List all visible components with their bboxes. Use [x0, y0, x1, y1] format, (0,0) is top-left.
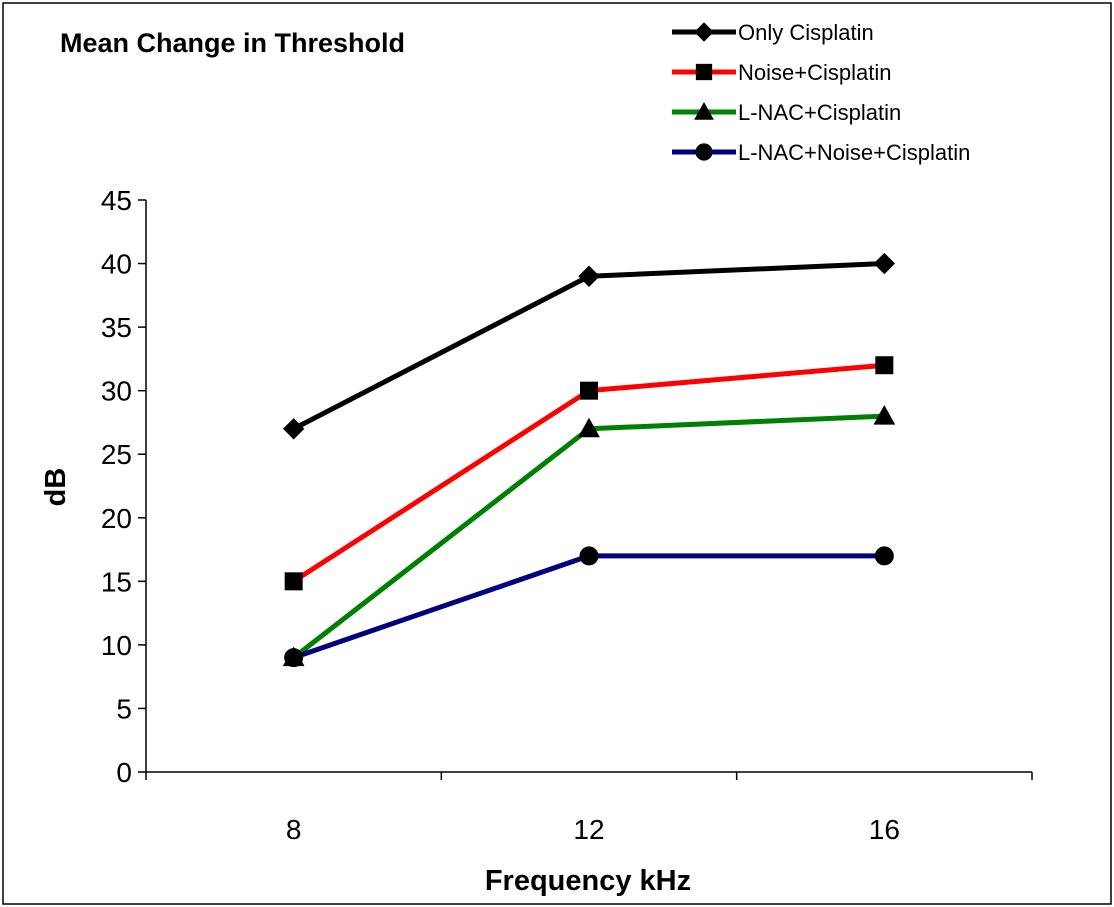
y-tick-label: 20: [101, 503, 132, 534]
data-point: [873, 405, 896, 425]
data-point: [580, 381, 598, 400]
data-point: [874, 546, 894, 566]
data-point: [578, 265, 600, 287]
y-tick-label: 40: [101, 249, 132, 280]
data-point: [284, 648, 304, 668]
legend-label: Only Cisplatin: [738, 20, 874, 45]
plot-series: [282, 252, 896, 668]
y-tick-label: 30: [101, 376, 132, 407]
data-point: [579, 546, 599, 566]
legend-marker: [694, 22, 714, 42]
legend-label: L-NAC+Noise+Cisplatin: [738, 140, 970, 165]
legend-item: L-NAC+Noise+Cisplatin: [672, 140, 970, 165]
legend-item: L-NAC+Cisplatin: [672, 100, 901, 125]
x-tick-label: 12: [573, 814, 604, 845]
legend-item: Only Cisplatin: [672, 20, 874, 45]
legend: Only Cisplatin Noise+Cisplatin L-NAC+Cispl…: [672, 20, 970, 165]
series-4: [284, 546, 894, 668]
y-tick-label: 15: [101, 566, 132, 597]
legend-marker: [695, 143, 713, 161]
data-point: [284, 572, 303, 591]
legend-label: L-NAC+Cisplatin: [738, 100, 901, 125]
y-tick-label: 10: [101, 630, 132, 661]
data-point: [873, 252, 896, 275]
y-tick-label: 45: [101, 185, 132, 216]
series-1: [282, 252, 896, 440]
y-tick-label: 0: [116, 757, 132, 788]
x-axis-ticks: 8 12 16: [145, 772, 1033, 845]
data-point: [875, 356, 894, 375]
y-tick-label: 5: [116, 693, 132, 724]
y-axis-title: dB: [40, 468, 72, 507]
x-tick-label: 16: [869, 814, 900, 845]
legend-marker: [694, 101, 714, 120]
legend-label: Noise+Cisplatin: [738, 60, 891, 85]
data-point: [282, 418, 305, 440]
y-tick-label: 35: [101, 312, 132, 343]
series-2: [284, 356, 894, 591]
x-tick-label: 8: [286, 814, 302, 845]
legend-item: Noise+Cisplatin: [672, 60, 891, 85]
y-axis-ticks: 0 5 10 15 20 25 30 35 40 45: [101, 185, 146, 788]
data-point: [578, 417, 600, 438]
legend-marker: [695, 63, 713, 81]
y-tick-label: 25: [101, 439, 132, 470]
chart-title: Mean Change in Threshold: [60, 28, 405, 58]
x-axis-title: Frequency kHz: [485, 865, 691, 897]
